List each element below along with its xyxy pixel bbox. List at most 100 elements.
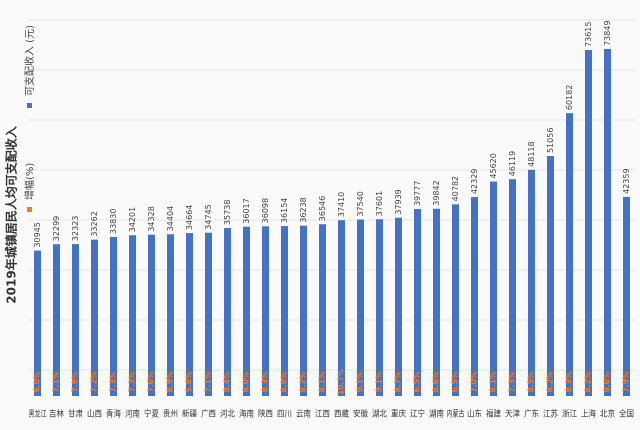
value-label: 39842	[432, 180, 441, 205]
value-label: 37601	[375, 191, 384, 216]
bar	[452, 204, 459, 396]
growth-label: 8.2%	[299, 371, 308, 392]
growth-label: 8.1%	[489, 371, 498, 392]
value-label: 37540	[356, 191, 365, 216]
x-tick-label: 河北	[220, 409, 235, 420]
x-tick-label: 甘肃	[68, 409, 83, 420]
growth-label: 7.3%	[128, 371, 137, 392]
value-label: 33830	[109, 209, 118, 234]
bar	[110, 236, 117, 396]
chart-title: 2019年城镇居民人均可支配收入	[4, 126, 19, 303]
x-tick-label: 内蒙古	[447, 409, 465, 420]
value-label: 45620	[489, 153, 498, 178]
value-label: 36098	[261, 198, 270, 223]
bar	[566, 113, 573, 397]
value-label: 73615	[584, 22, 593, 47]
x-tick-label: 上海	[581, 409, 596, 420]
growth-label: 9.1%	[356, 371, 365, 392]
bar	[205, 232, 212, 396]
x-tick-label: 北京	[600, 409, 615, 420]
x-tick-label: 青海	[106, 409, 121, 420]
value-label: 42359	[622, 168, 631, 193]
bar	[338, 220, 345, 396]
legend-label: 增幅(%)	[23, 163, 36, 200]
value-label: 36546	[318, 196, 327, 221]
value-label: 34404	[166, 206, 175, 231]
value-label: 32299	[52, 216, 61, 241]
x-tick-label: 新疆	[182, 409, 197, 420]
x-tick-label: 江苏	[543, 409, 558, 420]
value-label: 48118	[527, 141, 536, 166]
growth-label: 8.6%	[432, 371, 441, 392]
growth-label: 7.9%	[622, 371, 631, 392]
x-tick-label: 山西	[87, 409, 102, 420]
growth-label: 8.2%	[584, 371, 593, 392]
value-label: 34201	[128, 207, 137, 232]
value-label: 35738	[223, 200, 232, 225]
growth-label: 7.0%	[470, 371, 479, 392]
growth-label: 8.6%	[603, 371, 612, 392]
bar	[509, 179, 516, 396]
x-tick-label: 广东	[524, 409, 539, 420]
bar	[224, 228, 231, 396]
growth-label: 8.2%	[546, 371, 555, 392]
x-tick-label: 陕西	[258, 409, 273, 420]
bar	[623, 196, 630, 396]
growth-label: 7.1%	[52, 371, 61, 392]
bar	[300, 225, 307, 396]
x-tick-label: 全国	[619, 409, 634, 420]
growth-label: 7.3%	[508, 371, 517, 392]
x-tick-label: 福建	[486, 409, 501, 420]
x-tick-label: 浙江	[562, 409, 577, 420]
growth-label: 7.6%	[147, 371, 156, 392]
value-label: 30945	[33, 222, 42, 247]
value-label: 33262	[90, 211, 99, 236]
value-label: 34664	[185, 205, 194, 230]
value-label: 60182	[565, 85, 574, 110]
x-tick-label: 吉林	[49, 409, 64, 420]
legend-swatch	[27, 207, 32, 212]
x-tick-label: 西藏	[334, 409, 349, 420]
growth-label: 7.1%	[204, 371, 213, 392]
value-label: 36154	[280, 198, 289, 223]
growth-label: 6.5%	[451, 371, 460, 392]
x-tick-label: 黑龙江	[29, 409, 47, 420]
value-label: 37939	[394, 189, 403, 214]
bar	[357, 219, 364, 396]
bar	[376, 219, 383, 396]
x-tick-label: 河南	[125, 409, 140, 420]
bar	[433, 208, 440, 396]
growth-label: 5.8%	[185, 371, 194, 392]
x-tick-label: 辽宁	[410, 409, 425, 420]
x-tick-label: 安徽	[353, 409, 368, 420]
growth-label: 8.8%	[280, 371, 289, 392]
x-tick-label: 云南	[296, 409, 311, 420]
bar	[53, 244, 60, 396]
value-label: 39777	[413, 181, 422, 206]
bar	[72, 244, 79, 396]
growth-label: 9.1%	[375, 371, 384, 392]
bar	[186, 233, 193, 396]
bar	[604, 48, 611, 396]
bar	[148, 234, 155, 396]
growth-label: 6.0%	[33, 371, 42, 392]
growth-label: 8.7%	[394, 371, 403, 392]
bar	[585, 50, 592, 397]
x-tick-label: 四川	[277, 410, 292, 420]
growth-label: 8.4%	[223, 371, 232, 392]
bar	[262, 226, 269, 396]
bar	[34, 250, 41, 396]
bar	[490, 181, 497, 396]
value-label: 34328	[147, 206, 156, 231]
bar	[547, 156, 554, 396]
value-label: 34745	[204, 204, 213, 229]
growth-label: 7.9%	[71, 371, 80, 392]
growth-label: 8.5%	[527, 371, 536, 392]
growth-label: 8.0%	[242, 371, 251, 392]
growth-label: 8.9%	[166, 371, 175, 392]
value-label: 37410	[337, 192, 346, 217]
bar	[281, 226, 288, 396]
value-label: 40782	[451, 176, 460, 201]
value-label: 36017	[242, 198, 251, 223]
